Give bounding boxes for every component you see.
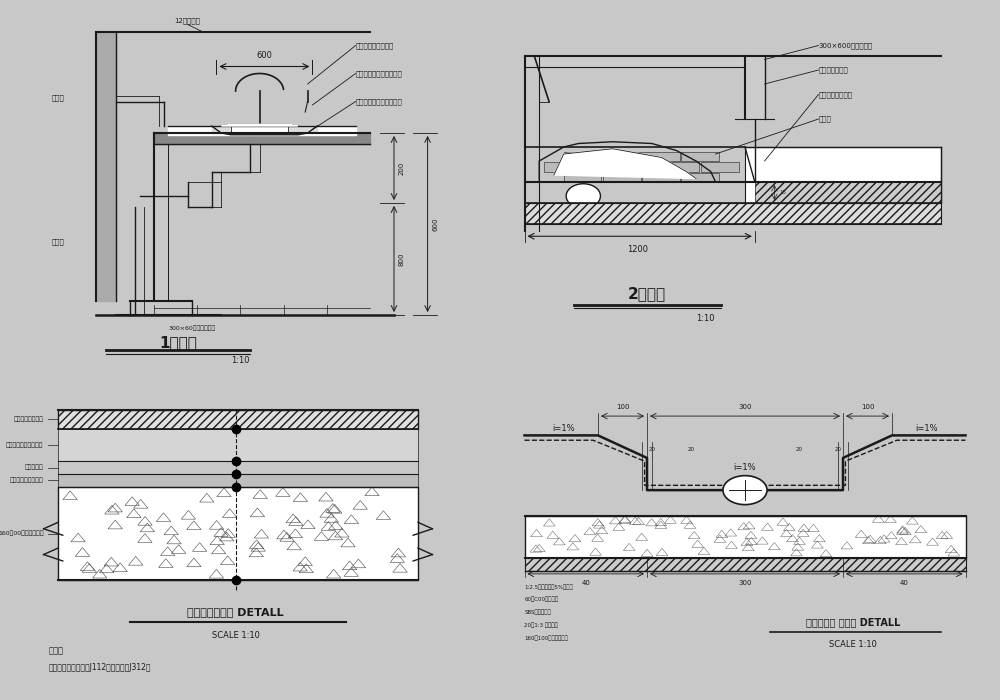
Text: 600: 600 <box>432 217 438 231</box>
Text: 200: 200 <box>399 161 405 175</box>
Bar <box>603 172 641 182</box>
Text: SCALE 1:10: SCALE 1:10 <box>829 640 877 649</box>
Text: 玻化砖水泥浆擦缝: 玻化砖水泥浆擦缝 <box>14 416 44 422</box>
Bar <box>524 516 966 558</box>
Text: i=1%: i=1% <box>552 424 575 433</box>
Text: 页岩砖（填充物）: 页岩砖（填充物） <box>818 91 852 98</box>
Text: 干硬性水泥砂浆结合层: 干硬性水泥砂浆结合层 <box>6 442 44 448</box>
Text: 100: 100 <box>616 404 629 410</box>
Text: 地面铺设大样图 DETALL: 地面铺设大样图 DETALL <box>187 608 284 617</box>
Text: 160厚00号现浇混凝土: 160厚00号现浇混凝土 <box>0 531 44 536</box>
Bar <box>544 162 582 172</box>
Text: 台上洗手盆（设计选样）: 台上洗手盆（设计选样） <box>356 70 402 77</box>
Text: 1剖面图: 1剖面图 <box>159 335 197 351</box>
Text: 说明：: 说明： <box>48 647 63 656</box>
Bar <box>583 162 621 172</box>
Text: 素水泥浆结合层一道: 素水泥浆结合层一道 <box>10 477 44 483</box>
Text: SBS防水处理层: SBS防水处理层 <box>524 610 551 615</box>
Text: 20: 20 <box>795 447 802 452</box>
Text: 60厚C00号混凝土: 60厚C00号混凝土 <box>524 597 558 603</box>
Text: 给水管: 给水管 <box>52 94 64 101</box>
Text: 300: 300 <box>738 404 752 410</box>
Bar <box>701 162 739 172</box>
Text: 1:10: 1:10 <box>697 314 715 323</box>
Bar <box>642 151 680 161</box>
Bar <box>603 151 641 161</box>
Circle shape <box>566 183 600 209</box>
Bar <box>524 558 966 570</box>
Text: 40: 40 <box>581 580 590 587</box>
Bar <box>662 162 699 172</box>
Text: 160厚100号现浇混凝土: 160厚100号现浇混凝土 <box>524 636 568 641</box>
Text: 成品卫生间隔断: 成品卫生间隔断 <box>818 66 848 74</box>
Polygon shape <box>554 149 696 178</box>
Text: 卫生间地漏 大样图 DETALL: 卫生间地漏 大样图 DETALL <box>806 617 900 627</box>
Text: 12厚华边镜: 12厚华边镜 <box>175 18 201 25</box>
Text: 40: 40 <box>900 580 909 587</box>
Text: i=1%: i=1% <box>734 463 756 472</box>
Bar <box>58 410 418 429</box>
Text: 蹲便器: 蹲便器 <box>818 116 831 122</box>
Bar <box>564 172 601 182</box>
Text: 20厚1:3 素水泥浆: 20厚1:3 素水泥浆 <box>524 622 558 628</box>
Text: i=1%: i=1% <box>915 424 938 433</box>
Bar <box>564 151 601 161</box>
Bar <box>681 151 719 161</box>
Bar <box>681 172 719 182</box>
Bar <box>755 182 941 203</box>
Text: 15: 15 <box>779 190 786 195</box>
Bar <box>622 162 660 172</box>
Text: 水龙头（设计选样）: 水龙头（设计选样） <box>356 42 394 49</box>
Text: 300: 300 <box>738 580 752 587</box>
Bar <box>58 474 418 487</box>
Text: 1200: 1200 <box>627 245 648 254</box>
Text: 防水处理层: 防水处理层 <box>25 465 44 470</box>
Circle shape <box>723 476 767 505</box>
Bar <box>524 203 941 224</box>
Text: SCALE 1:10: SCALE 1:10 <box>212 631 260 640</box>
Text: 白色人造石（设计选样）: 白色人造石（设计选样） <box>356 98 402 105</box>
Bar <box>642 172 680 182</box>
Text: 2剖面图: 2剖面图 <box>628 286 666 302</box>
Text: 100: 100 <box>861 404 874 410</box>
Text: 本案设计依据《西南J112》、《西南J312》: 本案设计依据《西南J112》、《西南J312》 <box>48 663 151 672</box>
Bar <box>58 429 418 461</box>
Bar <box>58 461 418 474</box>
Polygon shape <box>221 125 298 126</box>
Bar <box>745 147 941 203</box>
Text: 300×600白色木纹石: 300×600白色木纹石 <box>818 42 873 49</box>
Text: 1:10: 1:10 <box>231 356 250 365</box>
Text: 20: 20 <box>648 447 655 452</box>
Text: 1:2.5水泥砂浆加5%防水粉: 1:2.5水泥砂浆加5%防水粉 <box>524 584 573 589</box>
Text: 20: 20 <box>835 447 842 452</box>
Text: 排水管: 排水管 <box>52 238 64 245</box>
Text: 20: 20 <box>688 447 695 452</box>
Text: 300×60仿米黄瓷化砖: 300×60仿米黄瓷化砖 <box>169 326 216 331</box>
Text: 600: 600 <box>256 50 272 60</box>
Text: 800: 800 <box>399 252 405 266</box>
Bar <box>58 487 418 580</box>
